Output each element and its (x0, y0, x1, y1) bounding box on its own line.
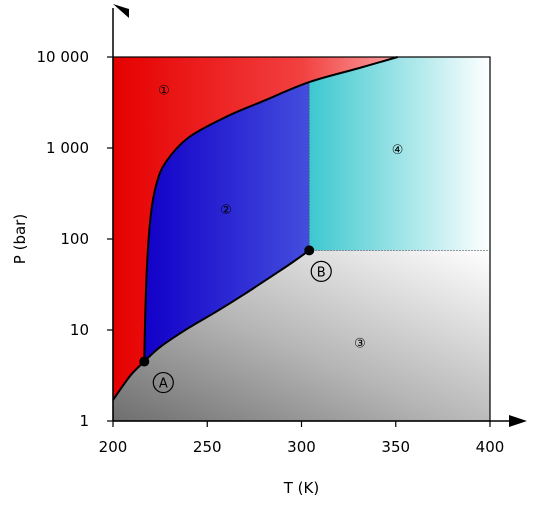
region-fill-4 (309, 57, 490, 251)
point-label-circle (310, 260, 332, 282)
x-ticks: 200 250 300 350 400 (99, 421, 505, 456)
x-axis-title: T (K) (283, 479, 319, 497)
y-tick-label: 10 (70, 321, 89, 339)
point-a-marker (139, 356, 150, 367)
x-tick-label: 350 (381, 438, 410, 456)
point-label-circle (152, 371, 174, 394)
y-tick-label: 1 (79, 412, 89, 430)
point-b-label: B (317, 265, 326, 280)
x-tick-label: 400 (476, 438, 505, 456)
x-axis-arrow-icon (509, 415, 527, 427)
region-label-1: ① (158, 84, 170, 99)
region-fill-3 (113, 250, 490, 421)
x-tick-label: 250 (193, 438, 222, 456)
y-tick-label: 1 000 (46, 139, 89, 157)
boundary-curve-sublimation-vaporization (112, 249, 310, 401)
region-label-2: ② (220, 203, 232, 218)
region-label-4: ④ (392, 143, 404, 158)
region-labels: ① ② ③ ④ (158, 84, 403, 352)
y-axis-title: P (bar) (11, 214, 29, 264)
y-axis-arrow-icon (113, 4, 129, 18)
y-tick-label: 10 000 (37, 48, 90, 66)
point-a-label: A (159, 377, 168, 392)
x-tick-label: 200 (99, 438, 128, 456)
y-ticks: 1 10 100 1 000 10 000 (37, 48, 113, 430)
y-tick-label: 100 (60, 230, 89, 248)
boundary-curve-melting (143, 56, 398, 362)
phase-regions (113, 57, 491, 421)
special-points: AB (139, 245, 332, 394)
point-b-marker (304, 245, 315, 256)
x-tick-label: 300 (287, 438, 316, 456)
region-label-3: ③ (354, 336, 366, 351)
axes (112, 4, 527, 427)
